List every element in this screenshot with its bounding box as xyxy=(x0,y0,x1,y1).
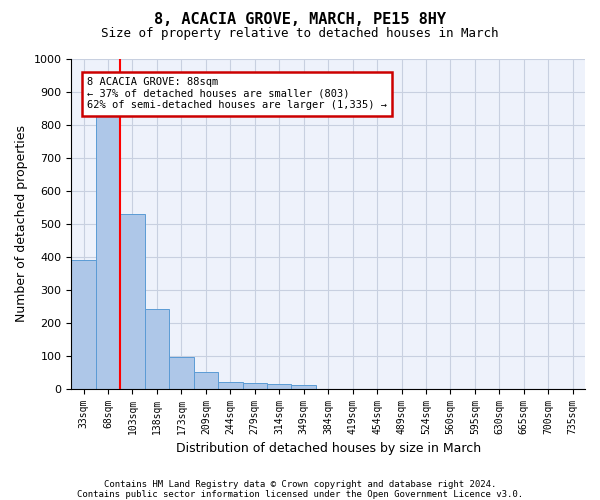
Bar xyxy=(292,386,316,388)
X-axis label: Distribution of detached houses by size in March: Distribution of detached houses by size … xyxy=(176,442,481,455)
Text: 8, ACACIA GROVE, MARCH, PE15 8HY: 8, ACACIA GROVE, MARCH, PE15 8HY xyxy=(154,12,446,28)
Bar xyxy=(120,214,145,388)
Bar xyxy=(169,356,194,388)
Text: 8 ACACIA GROVE: 88sqm
← 37% of detached houses are smaller (803)
62% of semi-det: 8 ACACIA GROVE: 88sqm ← 37% of detached … xyxy=(87,77,387,110)
Text: Contains HM Land Registry data © Crown copyright and database right 2024.: Contains HM Land Registry data © Crown c… xyxy=(104,480,496,489)
Y-axis label: Number of detached properties: Number of detached properties xyxy=(15,126,28,322)
Bar xyxy=(145,309,169,388)
Bar xyxy=(218,382,242,388)
Bar xyxy=(71,260,96,388)
Text: Contains public sector information licensed under the Open Government Licence v3: Contains public sector information licen… xyxy=(77,490,523,499)
Bar xyxy=(96,115,120,388)
Bar xyxy=(242,383,267,388)
Bar xyxy=(194,372,218,388)
Text: Size of property relative to detached houses in March: Size of property relative to detached ho… xyxy=(101,28,499,40)
Bar xyxy=(267,384,292,388)
